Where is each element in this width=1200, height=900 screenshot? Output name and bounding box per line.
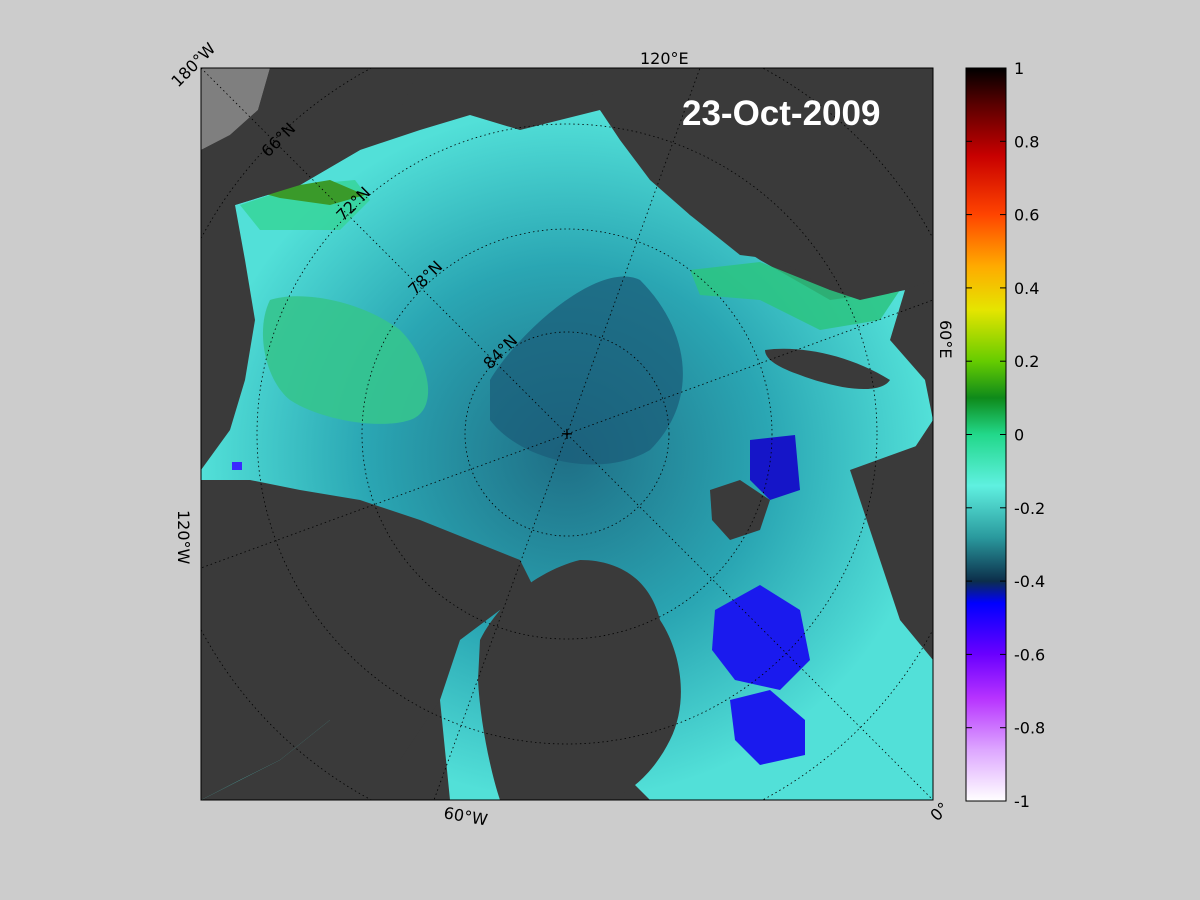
date-label: 23-Oct-2009 <box>682 94 880 133</box>
alaska-landmass <box>201 68 420 215</box>
graticule <box>201 68 933 800</box>
lon-label-120e: 120°E <box>640 49 689 68</box>
meridian-60e-120w-b <box>201 433 568 569</box>
greenland-sea-negative-3 <box>730 690 805 765</box>
lon-label-0: 0° <box>926 799 952 825</box>
chukchi-positive-anomaly <box>258 180 365 205</box>
greenland-sea-negative-2 <box>712 585 810 690</box>
map-frame <box>200 67 934 801</box>
colorbar-ticks: 1 0.8 0.6 0.4 0.2 0 -0.2 -0.4 -0.6 -0.8 -1 <box>966 59 1045 811</box>
scandinavia-landmass <box>850 440 933 660</box>
parallel-72n <box>256 123 878 745</box>
siberian-shelf-anomaly <box>262 296 429 424</box>
parallel-84n <box>464 331 670 537</box>
colorbar-tick-label: -0.6 <box>1014 645 1045 664</box>
pole-marker: + <box>560 424 573 443</box>
colorbar-tick-label: 0 <box>1014 426 1024 445</box>
colorbar-tick-label: -0.4 <box>1014 572 1045 591</box>
greenland-landmass <box>478 560 681 800</box>
colorbar-tick-label: -0.8 <box>1014 719 1045 738</box>
colorbar-tick-label: 0.4 <box>1014 279 1039 298</box>
lon-label-60e: 60°E <box>936 320 955 358</box>
colorbar-tick-label: 0.2 <box>1014 352 1039 371</box>
colorbar-tick-label: 0.6 <box>1014 206 1039 225</box>
small-blue-patch <box>232 462 242 470</box>
colorbar: 1 0.8 0.6 0.4 0.2 0 -0.2 -0.4 -0.6 -0.8 -1 <box>965 59 1045 811</box>
colorbar-tick-label: 0.8 <box>1014 132 1039 151</box>
lon-label-120w: 120°W <box>174 510 193 565</box>
novaya-zemlya <box>765 348 890 390</box>
outer-land-region <box>201 68 270 150</box>
meridian-60e-120w <box>566 299 933 435</box>
canadian-archipelago <box>201 480 540 800</box>
colorbar-tick-label: -1 <box>1014 792 1030 811</box>
colorbar-gradient <box>965 67 1007 802</box>
barents-anomaly <box>690 262 900 330</box>
colorbar-tick-label: 1 <box>1014 59 1024 78</box>
greenland-sea-negative-1 <box>750 435 800 500</box>
colorbar-tick-label: -0.2 <box>1014 499 1045 518</box>
central-basin-negative <box>490 276 683 465</box>
svalbard <box>710 480 770 540</box>
lon-label-60w: 60°W <box>442 803 489 829</box>
meridian-120e-60w-b <box>433 433 568 800</box>
meridian-120e-60w <box>566 68 701 435</box>
parallel-78n <box>361 228 773 640</box>
